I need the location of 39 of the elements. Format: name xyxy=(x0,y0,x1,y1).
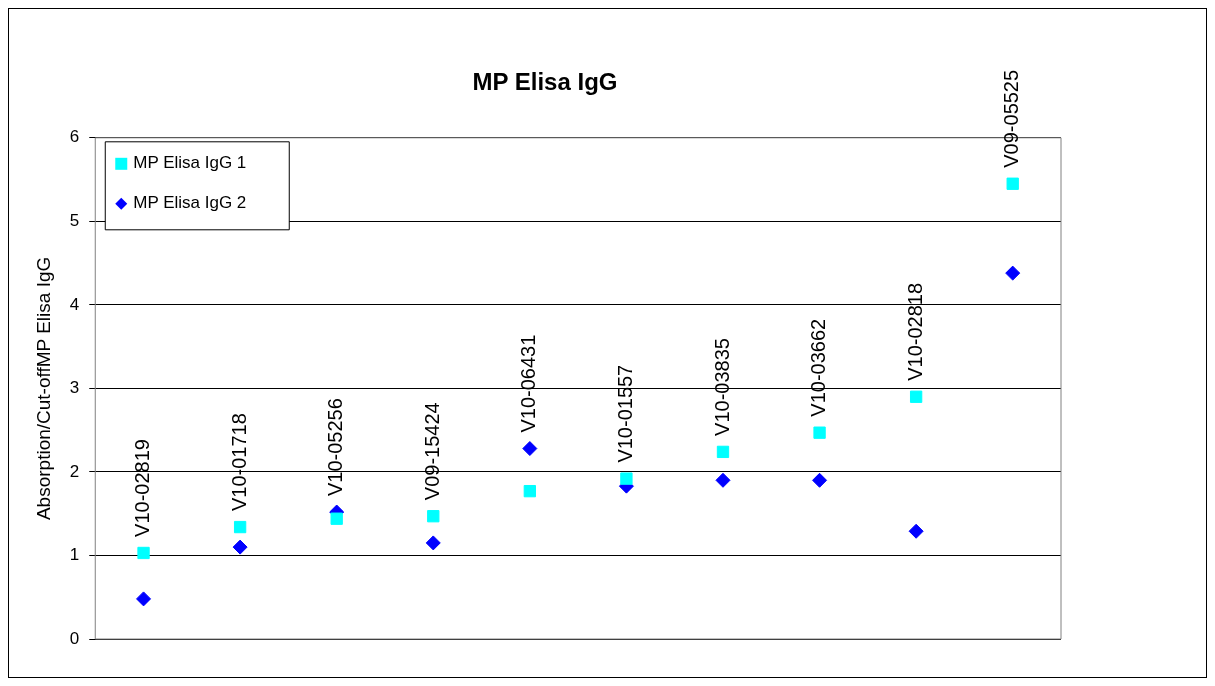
point xyxy=(716,445,730,459)
point xyxy=(232,539,248,555)
point xyxy=(136,591,152,607)
y-tick-label: 2 xyxy=(69,461,80,481)
point xyxy=(233,520,247,534)
y-axis-title: Absorption/Cut-offMP Elisa IgG xyxy=(32,256,54,521)
point xyxy=(1005,265,1021,281)
x-tick-label: V09-05525 xyxy=(1000,69,1023,168)
point xyxy=(427,510,440,523)
x-tick-label: V10-01718 xyxy=(227,413,250,512)
x-tick-label: V10-01557 xyxy=(613,364,636,463)
point xyxy=(330,512,343,525)
x-tick-label: V10-03835 xyxy=(710,338,733,436)
point xyxy=(812,472,828,488)
x-tick-label: V09-15424 xyxy=(420,402,443,501)
point xyxy=(813,426,826,439)
x-tick-label: V10-02819 xyxy=(131,439,154,537)
y-tick-label: 1 xyxy=(69,545,80,565)
y-tick-label: 6 xyxy=(69,127,80,147)
point xyxy=(425,535,441,551)
y-tick-label: 4 xyxy=(69,294,80,314)
point xyxy=(909,390,923,403)
x-tick-label: V10-03662 xyxy=(807,318,830,417)
point xyxy=(620,472,633,485)
y-tick-label: 5 xyxy=(69,211,80,231)
y-tick-label: 3 xyxy=(69,378,80,398)
chart-title: MP Elisa IgG xyxy=(472,68,618,96)
point xyxy=(908,523,924,539)
point xyxy=(137,546,150,560)
y-tick-label: 0 xyxy=(69,628,80,648)
legend-label: MP Elisa IgG 1 xyxy=(133,153,247,173)
x-tick-label: V10-06431 xyxy=(517,334,540,433)
x-tick-label: V10-05256 xyxy=(324,398,347,497)
point xyxy=(522,441,538,457)
point xyxy=(1006,177,1019,190)
point xyxy=(715,472,731,488)
legend-label: MP Elisa IgG 2 xyxy=(133,193,247,213)
x-tick-label: V10-02818 xyxy=(903,282,926,381)
point xyxy=(523,484,536,498)
